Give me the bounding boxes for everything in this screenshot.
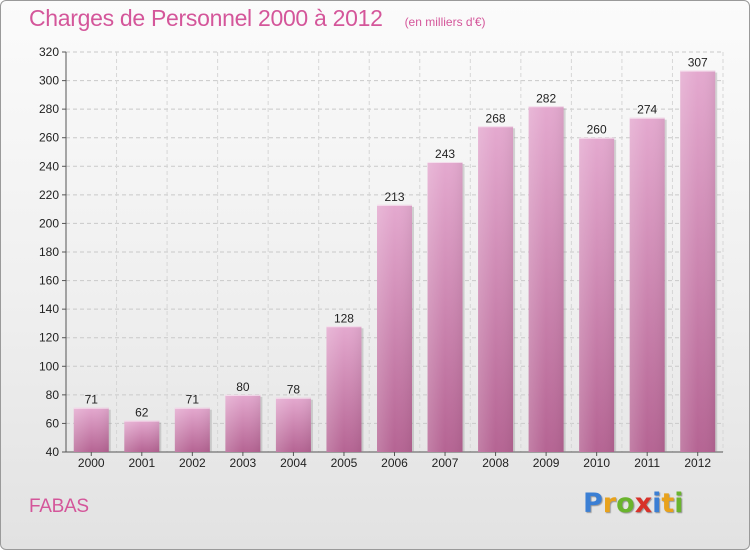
x-tick-label: 2003	[230, 456, 257, 470]
logo-letter: r	[602, 488, 617, 519]
x-tick-label: 2005	[331, 456, 358, 470]
value-label: 71	[186, 393, 200, 407]
x-tick-label: 2010	[583, 456, 610, 470]
logo-letter: i	[674, 488, 684, 519]
bar-shine	[629, 117, 665, 452]
logo-letter: x	[634, 488, 653, 519]
y-tick-label: 140	[39, 302, 59, 316]
bar-shine	[275, 397, 311, 452]
y-tick-label: 60	[46, 416, 60, 430]
chart-subtitle: (en milliers d'€)	[404, 15, 486, 29]
value-label: 282	[536, 91, 556, 105]
logo-letter: P	[583, 488, 603, 519]
y-tick-label: 300	[39, 74, 59, 88]
value-label: 213	[384, 190, 404, 204]
labels: 71 2000 62 2001 71 2002 80 2003 78 2004 128 2005 213…	[78, 56, 711, 470]
y-tick-label: 280	[39, 102, 59, 116]
value-label: 78	[287, 383, 301, 397]
bar-shine	[225, 394, 261, 452]
bar-shine	[377, 204, 412, 452]
y-tick-label: 200	[39, 216, 59, 230]
y-tick-label: 120	[39, 331, 59, 345]
x-tick-label: 2008	[482, 456, 509, 470]
x-tick-label: 2000	[78, 456, 105, 470]
bar-shine	[174, 407, 210, 452]
y-tick-label: 240	[39, 159, 59, 173]
bar-shine	[326, 326, 362, 452]
value-label: 260	[587, 123, 607, 137]
bar-shine	[73, 407, 109, 452]
y-tick-label: 80	[46, 388, 60, 402]
bars	[73, 70, 718, 453]
x-tick-label: 2001	[128, 456, 155, 470]
bar-shine	[478, 126, 514, 453]
bar-shine	[528, 106, 564, 453]
commune-name: FABAS	[29, 496, 89, 517]
y-tick-label: 320	[39, 45, 59, 59]
logo-letter: o	[616, 488, 635, 519]
value-label: 80	[236, 380, 250, 394]
x-tick-label: 2007	[432, 456, 459, 470]
title-row: Charges de Personnel 2000 à 2012 (en mil…	[29, 5, 486, 32]
bar-shine	[579, 137, 615, 452]
y-tick-label: 100	[39, 359, 59, 373]
value-label: 62	[135, 406, 149, 420]
y-tick-label: 40	[46, 445, 60, 459]
value-label: 128	[334, 311, 354, 325]
proxiti-logo[interactable]: Proxiti	[583, 488, 684, 519]
bar-shine	[680, 70, 716, 453]
chart-title: Charges de Personnel 2000 à 2012	[29, 5, 383, 31]
y-tick-label: 220	[39, 188, 59, 202]
value-label: 268	[486, 111, 506, 125]
y-tick-label: 260	[39, 131, 59, 145]
logo-letter: i	[652, 488, 662, 519]
bar-shine	[427, 162, 463, 452]
y-tick-label: 180	[39, 245, 59, 259]
value-label: 243	[435, 147, 455, 161]
x-tick-label: 2004	[280, 456, 307, 470]
x-tick-label: 2009	[533, 456, 560, 470]
value-label: 71	[85, 393, 99, 407]
x-tick-label: 2002	[179, 456, 206, 470]
x-tick-label: 2012	[684, 456, 711, 470]
value-label: 274	[637, 103, 657, 117]
bar-shine	[124, 420, 160, 452]
logo-letter: t	[661, 488, 675, 519]
x-tick-label: 2006	[381, 456, 408, 470]
x-tick-label: 2011	[634, 456, 660, 470]
y-tick-label: 160	[39, 274, 59, 288]
value-label: 307	[688, 56, 708, 70]
